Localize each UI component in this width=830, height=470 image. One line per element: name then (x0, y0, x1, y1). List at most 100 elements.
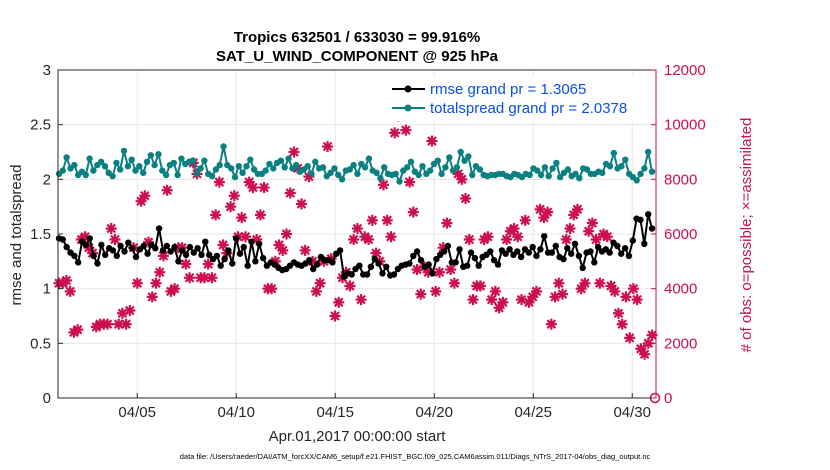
obs-assimilated-marker (407, 206, 419, 218)
obs-assimilated-marker (381, 214, 393, 226)
point-totalspread (576, 175, 583, 182)
obs-assimilated-marker (631, 294, 643, 306)
point-rmse (82, 241, 90, 249)
obs-assimilated-marker (560, 233, 572, 245)
obs-assimilated-marker (501, 233, 513, 245)
point-totalspread (178, 155, 185, 162)
point-totalspread (151, 161, 158, 169)
point-rmse (329, 259, 336, 266)
point-totalspread (82, 171, 90, 179)
y-tick-label: 1.5 (30, 226, 51, 243)
point-rmse (571, 240, 579, 247)
point-totalspread (308, 170, 315, 178)
point-totalspread (407, 158, 415, 165)
point-rmse (182, 251, 190, 258)
obs-assimilated-marker (64, 285, 76, 297)
y-right-axis-label: # of obs: o=possible; ×=assimilated (738, 118, 755, 353)
point-rmse (113, 252, 121, 260)
obs-assimilated-marker (433, 266, 445, 278)
obs-assimilated-marker (72, 324, 84, 336)
point-rmse (244, 262, 251, 269)
x-tick-label: 04/05 (118, 404, 156, 421)
point-totalspread (469, 171, 476, 179)
point-totalspread (90, 167, 97, 174)
point-totalspread (63, 154, 70, 161)
point-rmse (256, 240, 263, 247)
point-totalspread (583, 166, 591, 173)
point-totalspread (637, 170, 644, 178)
point-totalspread (442, 164, 449, 171)
obs-assimilated-marker (583, 225, 595, 237)
obs-assimilated-marker (590, 233, 602, 245)
point-rmse (140, 242, 147, 250)
obs-assimilated-marker (161, 184, 173, 196)
point-totalspread (534, 167, 541, 174)
obs-assimilated-marker (258, 182, 270, 194)
point-totalspread (419, 163, 426, 170)
obs-assimilated-marker (441, 217, 453, 229)
point-rmse (229, 260, 236, 267)
point-rmse (425, 261, 432, 268)
obs-assimilated-marker (277, 244, 289, 256)
point-totalspread (645, 148, 652, 156)
point-totalspread (404, 164, 411, 171)
obs-assimilated-marker (486, 294, 498, 306)
point-totalspread (537, 171, 545, 179)
point-rmse (213, 252, 221, 260)
point-totalspread (426, 167, 434, 174)
point-rmse (383, 263, 390, 270)
obs-assimilated-marker (389, 127, 401, 139)
point-totalspread (641, 165, 648, 172)
point-rmse (202, 238, 209, 245)
point-rmse (637, 216, 644, 223)
point-rmse (645, 211, 652, 218)
y-tick-label: 1 (43, 281, 51, 298)
point-rmse (390, 271, 398, 278)
x-tick-label: 04/15 (316, 404, 354, 421)
point-rmse (98, 241, 105, 249)
point-rmse (186, 243, 194, 251)
point-rmse (417, 257, 425, 264)
point-totalspread (365, 155, 373, 162)
point-rmse (629, 237, 636, 244)
point-rmse (132, 253, 140, 261)
point-totalspread (606, 163, 614, 170)
point-totalspread (381, 164, 388, 171)
point-totalspread (136, 163, 143, 170)
obs-assimilated-marker (564, 223, 576, 235)
point-totalspread (285, 155, 292, 162)
point-rmse (429, 270, 436, 277)
obs-assimilated-marker (333, 296, 345, 308)
point-rmse (591, 259, 598, 266)
obs-assimilated-marker (198, 272, 210, 284)
legend-label-totalspread: totalspread grand pr = 2.0378 (430, 100, 627, 117)
point-totalspread (633, 177, 640, 184)
obs-assimilated-marker (322, 141, 334, 153)
point-rmse (155, 225, 163, 232)
point-rmse (129, 245, 136, 252)
point-rmse (152, 245, 159, 252)
point-rmse (410, 252, 417, 260)
point-rmse (568, 250, 575, 257)
obs-assimilated-marker (366, 214, 378, 226)
obs-assimilated-marker (288, 146, 300, 158)
obs-assimilated-marker (460, 192, 472, 204)
obs-assimilated-marker (225, 201, 237, 213)
point-totalspread (270, 165, 277, 172)
y-right-tick-label: 8000 (664, 171, 697, 188)
point-totalspread (235, 163, 242, 170)
obs-assimilated-marker (627, 283, 639, 295)
obs-assimilated-marker (508, 223, 520, 235)
obs-assimilated-marker (236, 212, 248, 224)
point-rmse (206, 251, 213, 258)
point-totalspread (446, 154, 453, 161)
point-totalspread (599, 169, 606, 176)
point-rmse (467, 249, 475, 256)
point-rmse (167, 248, 174, 255)
point-totalspread (476, 166, 484, 173)
obs-assimilated-marker (281, 228, 293, 240)
point-rmse (452, 259, 459, 266)
point-totalspread (549, 165, 556, 172)
point-rmse (221, 255, 228, 263)
obs-assimilated-marker (430, 285, 442, 297)
